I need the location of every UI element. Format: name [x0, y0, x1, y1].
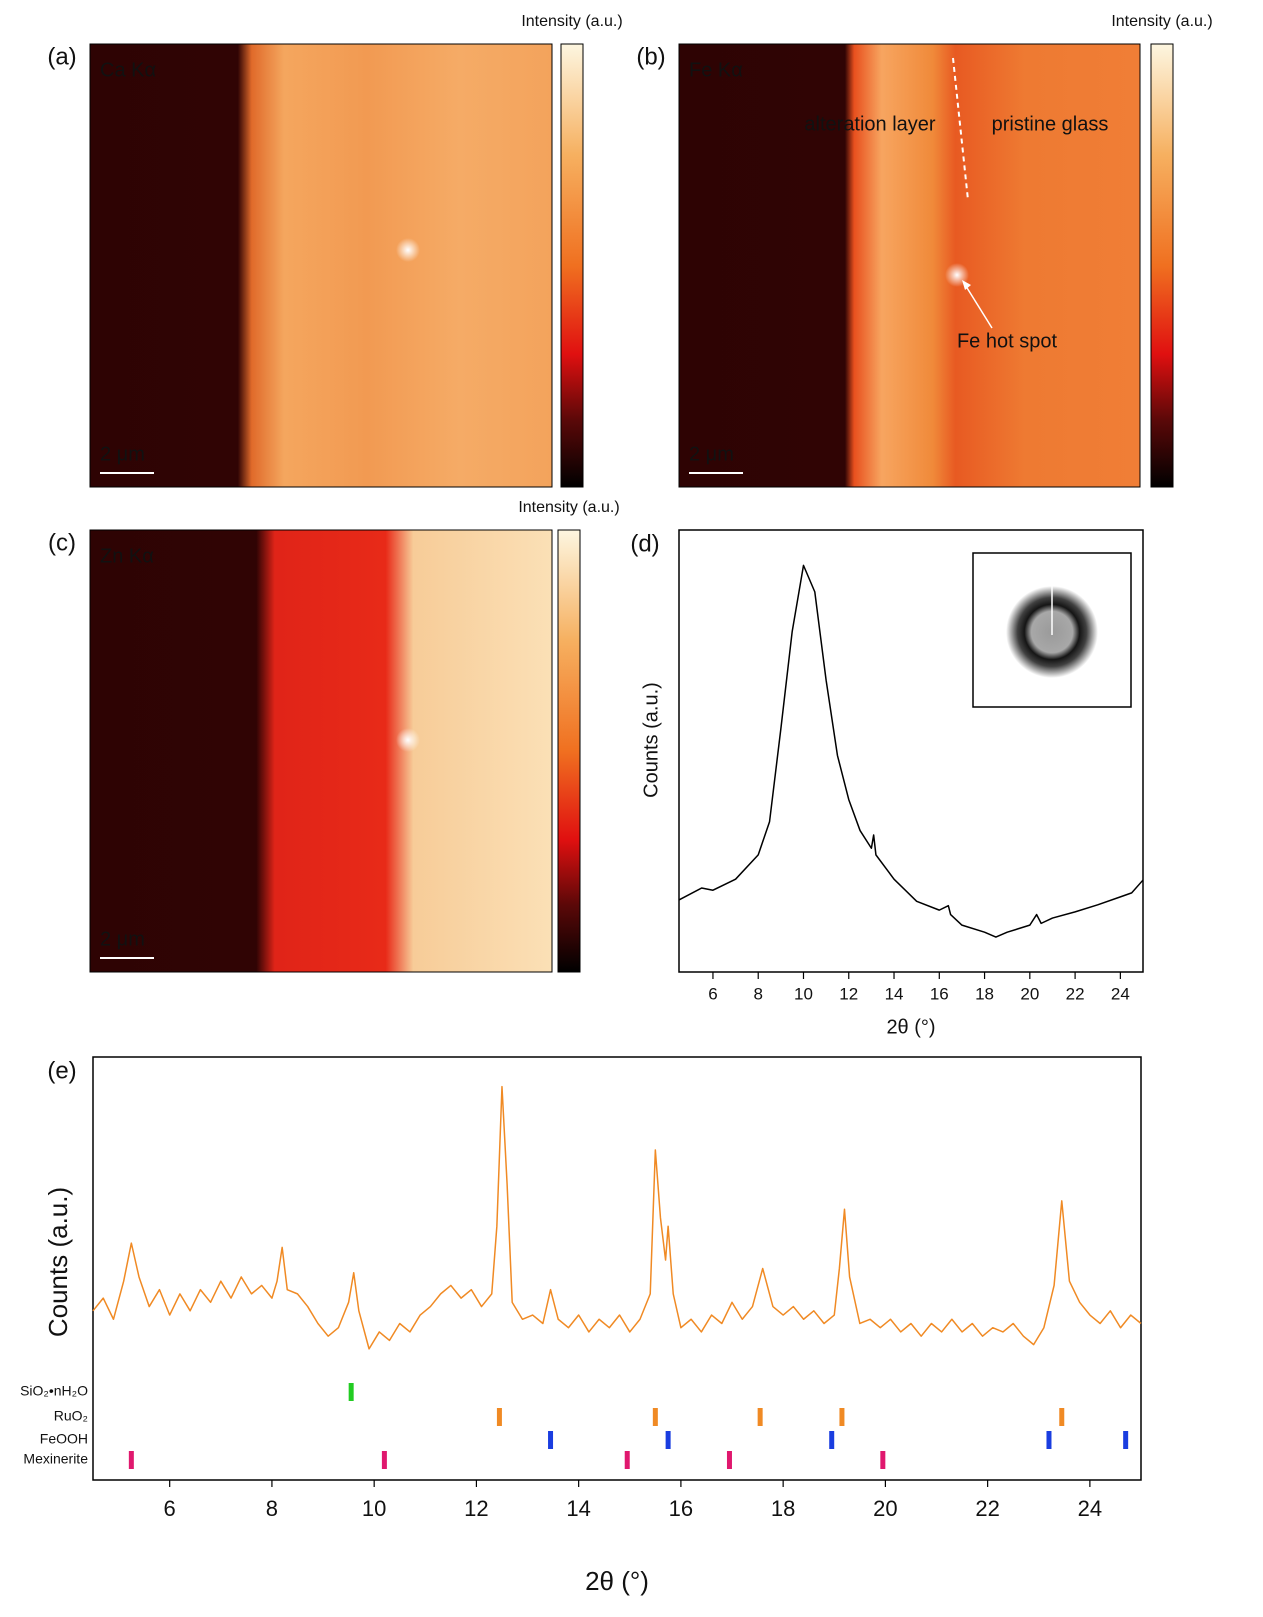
reference-name: Mexinerite	[23, 1451, 88, 1467]
x-tick-label: 10	[362, 1496, 386, 1521]
colorbar-label: Intensity (a.u.)	[518, 499, 619, 516]
reference-marker	[839, 1408, 845, 1426]
reference-marker	[1059, 1408, 1065, 1426]
element-label: Ca Kα	[100, 59, 156, 81]
map-image	[678, 43, 1141, 488]
x-tick-label: 14	[885, 984, 904, 1003]
annotation-arrowhead	[962, 280, 971, 290]
reference-marker	[624, 1451, 630, 1469]
annotation-arrow	[963, 282, 993, 329]
reference-marker	[726, 1451, 732, 1469]
x-tick-label: 12	[464, 1496, 488, 1521]
x-tick-label: 24	[1078, 1496, 1102, 1521]
reference-name: FeOOH	[40, 1431, 88, 1447]
plot-frame	[678, 529, 1144, 973]
reference-name: SiO₂•nH₂O	[20, 1383, 88, 1399]
reference-marker	[548, 1431, 554, 1449]
reference-marker	[829, 1431, 835, 1449]
colorbar	[557, 529, 581, 973]
element-label: Fe Kα	[689, 59, 743, 81]
x-tick-label: 12	[839, 984, 858, 1003]
x-tick-label: 16	[669, 1496, 693, 1521]
x-tick-label: 22	[1066, 984, 1085, 1003]
x-tick-label: 16	[930, 984, 949, 1003]
data-line	[678, 564, 1144, 938]
reference-marker	[880, 1451, 886, 1469]
panel-label: (e)	[47, 1057, 76, 1084]
reference-marker	[381, 1451, 387, 1469]
annotation: Fe hot spot	[957, 330, 1058, 352]
colorbar-label: Intensity (a.u.)	[1111, 13, 1212, 30]
x-tick-label: 10	[794, 984, 813, 1003]
x-tick-label: 22	[975, 1496, 999, 1521]
panel-label: (a)	[47, 43, 76, 70]
panel-label: (b)	[636, 43, 665, 70]
scale-bar-label: 2 μm	[100, 928, 145, 950]
plot-frame	[92, 1056, 1142, 1481]
panel-label: (d)	[630, 530, 659, 557]
reference-marker	[1123, 1431, 1129, 1449]
annotation: alteration layer	[804, 113, 936, 135]
x-tick-label: 18	[771, 1496, 795, 1521]
reference-marker	[128, 1451, 134, 1469]
colorbar	[560, 43, 584, 488]
map-image	[89, 529, 553, 973]
reference-marker	[1046, 1431, 1052, 1449]
scale-bar-label: 2 μm	[689, 443, 734, 465]
reference-marker	[348, 1383, 354, 1401]
scale-bar-label: 2 μm	[100, 443, 145, 465]
element-label: Zn Kα	[100, 545, 154, 567]
x-tick-label: 14	[566, 1496, 590, 1521]
colorbar	[1150, 43, 1174, 488]
x-axis-label: 2θ (°)	[886, 1016, 935, 1038]
hot-spot	[396, 238, 420, 262]
x-tick-label: 6	[708, 984, 717, 1003]
y-axis-label: Counts (a.u.)	[43, 1187, 73, 1337]
x-tick-label: 8	[753, 984, 762, 1003]
x-tick-label: 20	[873, 1496, 897, 1521]
reference-marker	[496, 1408, 502, 1426]
colorbar-label: Intensity (a.u.)	[521, 13, 622, 30]
x-tick-label: 24	[1111, 984, 1130, 1003]
map-image	[89, 43, 553, 488]
x-tick-label: 20	[1020, 984, 1039, 1003]
data-line	[92, 1085, 1142, 1350]
x-axis-label: 2θ (°)	[585, 1566, 649, 1596]
x-tick-label: 8	[266, 1496, 278, 1521]
panel-label: (c)	[48, 529, 76, 556]
boundary-line	[952, 57, 969, 201]
x-tick-label: 6	[164, 1496, 176, 1521]
annotation: pristine glass	[992, 113, 1109, 135]
reference-marker	[652, 1408, 658, 1426]
hot-spot	[396, 728, 420, 752]
reference-name: RuO₂	[54, 1408, 88, 1424]
reference-marker	[665, 1431, 671, 1449]
x-tick-label: 18	[975, 984, 994, 1003]
reference-marker	[757, 1408, 763, 1426]
y-axis-label: Counts (a.u.)	[640, 682, 662, 798]
